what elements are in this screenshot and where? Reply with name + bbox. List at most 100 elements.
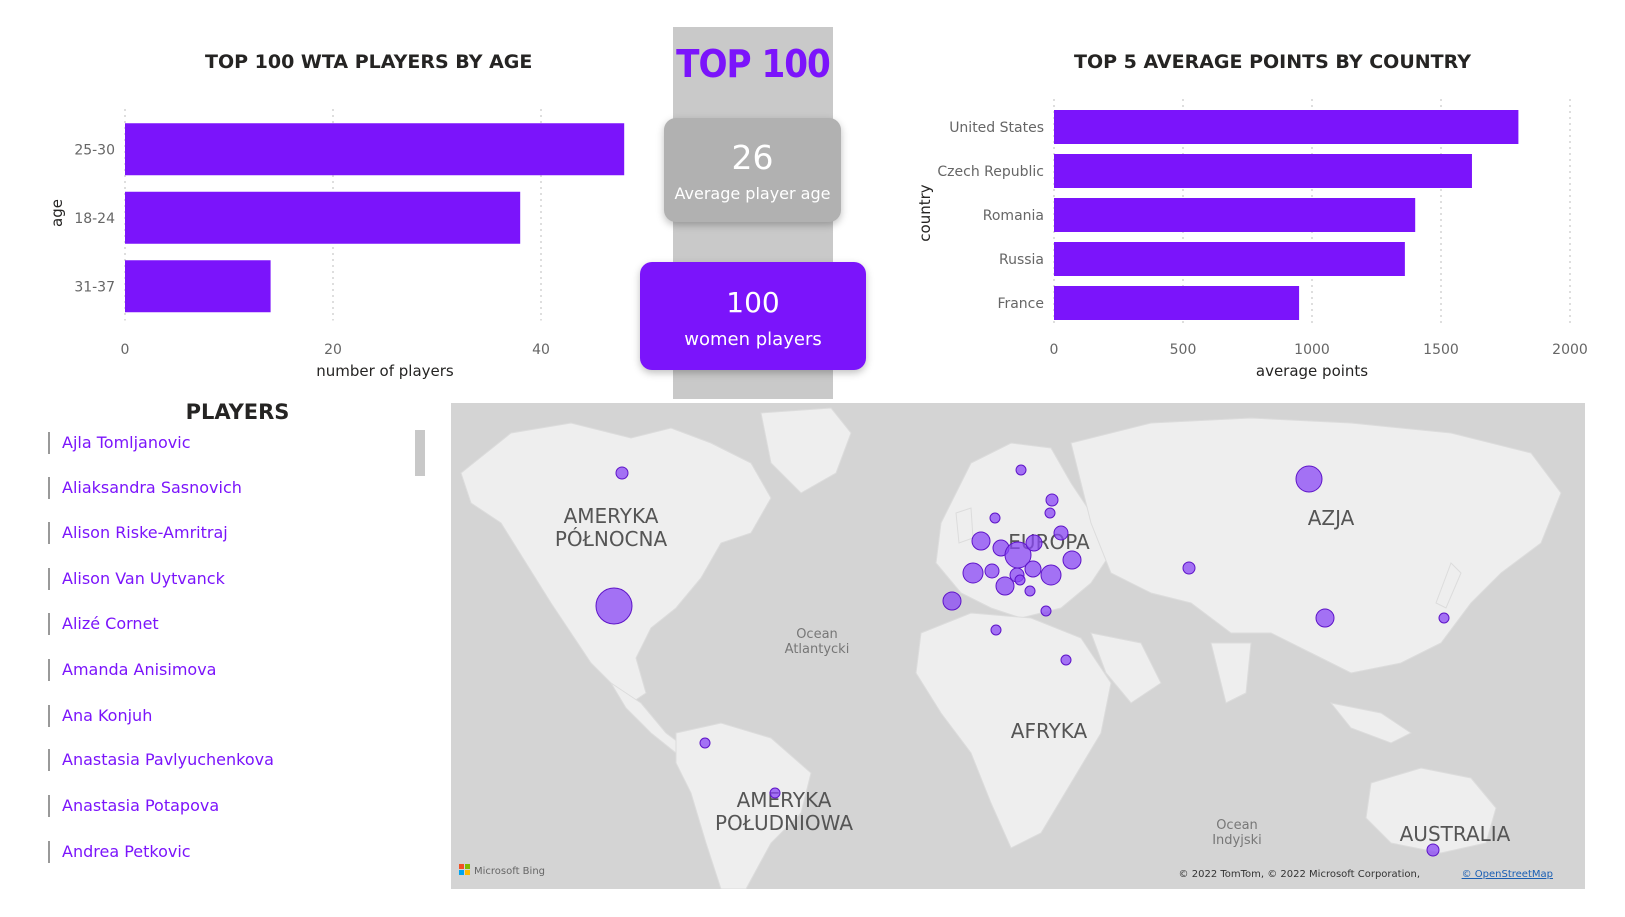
bar[interactable] [1054, 198, 1416, 232]
map-label-north-america: PÓŁNOCNA [555, 527, 668, 551]
player-item[interactable]: Amanda Anisimova [48, 659, 216, 681]
players-count-label: women players [684, 329, 822, 350]
avg-age-label: Average player age [674, 184, 831, 203]
map-label-australia: AUSTRALIA [1400, 822, 1511, 846]
country-chart-title: TOP 5 AVERAGE POINTS BY COUNTRY [1074, 51, 1471, 73]
category-label: 31-37 [74, 279, 115, 295]
x-tick-label: 1000 [1294, 342, 1330, 358]
map-bubble[interactable] [984, 563, 1000, 579]
kpi-title: TOP 100 [676, 42, 831, 86]
map-label-indian: Ocean [1216, 818, 1258, 833]
x-tick-label: 1500 [1423, 342, 1459, 358]
map-bubble[interactable] [1053, 525, 1069, 541]
x-axis-title: number of players [316, 362, 454, 380]
map-land [460, 407, 1562, 889]
y-axis-title: age [48, 199, 66, 227]
player-item[interactable]: Ajla Tomljanovic [48, 432, 191, 454]
map-bubble[interactable] [1045, 493, 1059, 507]
map-label-indian: Indyjski [1212, 833, 1262, 848]
players-title: PLAYERS [185, 400, 290, 424]
map-label-north-america: AMERYKA [564, 504, 659, 528]
map-bubble[interactable] [1024, 560, 1042, 578]
map-bubble[interactable] [989, 512, 1001, 524]
x-tick-label: 0 [121, 342, 130, 358]
bar[interactable] [1054, 286, 1300, 320]
map-label-south-america: AMERYKA [737, 788, 832, 812]
player-item[interactable]: Aliaksandra Sasnovich [48, 477, 242, 499]
player-item[interactable]: Alizé Cornet [48, 613, 159, 635]
x-tick-label: 0 [1050, 342, 1059, 358]
players-scrollbar[interactable] [415, 430, 425, 476]
map-bubble[interactable] [1315, 608, 1335, 628]
map-bubble[interactable] [615, 466, 629, 480]
map-canvas: AMERYKA PÓŁNOCNA EUROPA AZJA AFRYKA AMER… [459, 407, 1562, 889]
map-label-atlantic: Atlantycki [785, 642, 850, 657]
map-bubble[interactable] [1024, 585, 1036, 597]
players-count-value: 100 [726, 286, 780, 319]
map-bubble[interactable] [1295, 465, 1323, 493]
map-bubble[interactable] [1438, 612, 1450, 624]
map-bubble[interactable] [962, 562, 984, 584]
avg-age-value: 26 [731, 138, 774, 177]
x-tick-label: 2000 [1552, 342, 1588, 358]
country-chart: 0 500 1000 1500 2000 United States Czech Repub… [916, 99, 1588, 380]
bar[interactable] [125, 191, 521, 244]
player-item[interactable]: Alison Van Uytvanck [48, 568, 225, 590]
map-bubble[interactable] [1015, 464, 1027, 476]
bar[interactable] [1054, 154, 1472, 188]
player-item[interactable]: Anastasia Potapova [48, 795, 219, 817]
category-label: Czech Republic [937, 164, 1044, 180]
bing-logo: Microsoft Bing [459, 864, 545, 877]
bar[interactable] [125, 260, 271, 313]
map-bubble[interactable] [1426, 843, 1440, 857]
map-bubble[interactable] [990, 624, 1002, 636]
map-bubble[interactable] [1025, 534, 1043, 552]
avg-age-card[interactable]: 26 Average player age [664, 118, 841, 222]
bar[interactable] [1054, 110, 1519, 144]
age-chart-title: TOP 100 WTA PLAYERS BY AGE [205, 51, 533, 73]
map-bubble[interactable] [1014, 574, 1026, 586]
map-bubbles [595, 464, 1450, 857]
category-label: France [997, 296, 1044, 312]
map-label-asia: AZJA [1308, 506, 1355, 530]
bing-logo-text: Microsoft Bing [474, 866, 545, 877]
map-bubble[interactable] [1040, 564, 1062, 586]
x-tick-label: 500 [1170, 342, 1197, 358]
category-label: Russia [999, 252, 1044, 268]
map-attribution: © 2022 TomTom, © 2022 Microsoft Corporat… [1179, 869, 1420, 880]
x-tick-label: 40 [532, 342, 550, 358]
category-label: Romania [983, 208, 1044, 224]
map-bubble[interactable] [1044, 507, 1056, 519]
player-item[interactable]: Andrea Petkovic [48, 841, 191, 863]
category-label: United States [949, 120, 1044, 136]
map-bubble[interactable] [699, 737, 711, 749]
players-list: Ajla Tomljanovic Aliaksandra Sasnovich A… [48, 428, 428, 888]
map-bubble[interactable] [595, 587, 633, 625]
y-axis-title: country [916, 184, 934, 241]
map-bubble[interactable] [1182, 561, 1196, 575]
openstreetmap-link[interactable]: © OpenStreetMap [1462, 869, 1553, 880]
map-label-atlantic: Ocean [796, 627, 838, 642]
x-axis-title: average points [1256, 362, 1368, 380]
players-count-card[interactable]: 100 women players [640, 262, 866, 370]
map-label-south-america: POŁUDNIOWA [715, 811, 853, 835]
bar[interactable] [125, 123, 625, 176]
player-item[interactable]: Anastasia Pavlyuchenkova [48, 749, 274, 771]
age-chart: 0 20 40 25-30 18-24 31-37 number of players age [48, 109, 625, 380]
map-labels: AMERYKA PÓŁNOCNA EUROPA AZJA AFRYKA AMER… [555, 504, 1511, 848]
player-item[interactable]: Ana Konjuh [48, 705, 152, 727]
map-bubble[interactable] [769, 787, 781, 799]
player-item[interactable]: Alison Riske-Amritraj [48, 522, 228, 544]
bar[interactable] [1054, 242, 1405, 276]
map-bubble[interactable] [1060, 654, 1072, 666]
map-bubble[interactable] [1040, 605, 1052, 617]
category-label: 18-24 [74, 211, 115, 227]
map-bubble[interactable] [971, 531, 991, 551]
map-bubble[interactable] [1062, 550, 1082, 570]
world-map[interactable]: AMERYKA PÓŁNOCNA EUROPA AZJA AFRYKA AMER… [451, 403, 1585, 889]
map-bubble[interactable] [995, 576, 1015, 596]
category-label: 25-30 [74, 142, 115, 158]
map-bubble[interactable] [942, 591, 962, 611]
x-tick-label: 20 [324, 342, 342, 358]
map-label-africa: AFRYKA [1011, 719, 1088, 743]
